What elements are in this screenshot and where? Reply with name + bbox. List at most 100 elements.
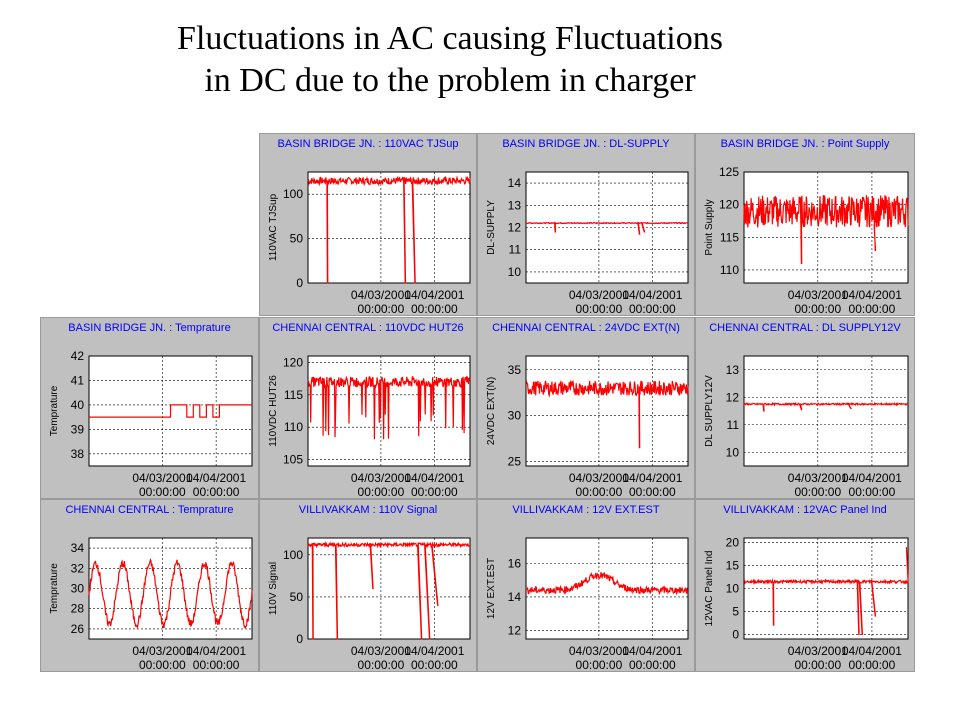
chart-svg: 26 28 30 32 34 04/03/200100:00:0004/04/200100… — [49, 537, 253, 672]
y-tick-label: 12 — [508, 221, 522, 235]
y-tick-label: 11 — [509, 243, 522, 257]
x-tick-label: 04/03/2001 — [788, 288, 848, 302]
x-tick-sublabel: 00:00:00 — [849, 658, 896, 672]
x-tick-sublabel: 00:00:00 — [411, 302, 458, 316]
y-tick-label: 38 — [71, 447, 85, 461]
y-tick-label: 115 — [284, 388, 303, 402]
chart-svg: 110 115 120 125 04/03/200100:00:0004/04/2001… — [704, 165, 909, 316]
chart-title: VILLIVAKKAM : 12V EXT.EST — [512, 504, 660, 516]
y-tick-label: 105 — [283, 453, 303, 467]
y-axis-label: DL-SUPPLY — [486, 200, 497, 255]
y-tick-label: 100 — [283, 548, 303, 562]
x-tick-label: 04/03/2001 — [569, 471, 629, 485]
x-tick-label: 04/04/2001 — [622, 288, 682, 302]
x-tick-label: 04/03/2001 — [351, 471, 411, 485]
y-tick-label: 120 — [283, 355, 303, 369]
x-tick-label: 04/04/2001 — [622, 644, 682, 658]
x-tick-sublabel: 00:00:00 — [576, 658, 623, 672]
chart-svg: 0 50 100 04/03/200100:00:0004/04/200100:00:… — [268, 171, 471, 316]
chart-title: CHENNAI CENTRAL : 24VDC EXT(N) — [492, 322, 680, 334]
x-tick-label: 04/03/2001 — [351, 644, 411, 658]
y-tick-label: 110 — [284, 420, 303, 434]
y-tick-label: 15 — [726, 559, 740, 573]
y-tick-label: 120 — [719, 198, 739, 212]
x-tick-sublabel: 00:00:00 — [139, 485, 186, 499]
y-axis-label: 12V EXT.EST — [486, 558, 497, 619]
x-tick-label: 04/04/2001 — [622, 471, 682, 485]
slide-title-line-1: Fluctuations in AC causing Fluctuations — [177, 20, 723, 57]
x-tick-sublabel: 00:00:00 — [629, 485, 676, 499]
series-line — [743, 401, 909, 412]
series-line — [88, 558, 253, 630]
plot-area — [743, 171, 909, 284]
x-tick-sublabel: 00:00:00 — [139, 658, 186, 672]
chart-svg: 0 50 100 04/03/200100:00:0004/04/200100:00:… — [268, 537, 471, 672]
x-tick-sublabel: 00:00:00 — [193, 485, 240, 499]
y-tick-label: 30 — [508, 409, 522, 423]
y-tick-label: 10 — [726, 445, 740, 459]
y-axis-label: 110V Signal — [268, 562, 279, 615]
plot-area — [307, 537, 471, 640]
x-tick-label: 04/04/2001 — [404, 644, 464, 658]
y-axis-label: DL SUPPLY12V — [704, 375, 715, 447]
chart-panel-p3: BASIN BRIDGE JN. : Point Supply 110 115 120… — [695, 133, 915, 316]
chart-panel-p11: VILLIVAKKAM : 12VAC Panel Ind 0 5 10 15 20 04/… — [695, 499, 915, 672]
y-tick-label: 0 — [296, 276, 303, 290]
y-tick-label: 115 — [720, 230, 739, 244]
chart-panel-p5: CHENNAI CENTRAL : 110VDC HUT26 105 110 115 1… — [259, 317, 477, 499]
x-tick-sublabel: 00:00:00 — [629, 658, 676, 672]
x-tick-sublabel: 00:00:00 — [794, 485, 841, 499]
x-tick-sublabel: 00:00:00 — [629, 302, 676, 316]
y-tick-label: 32 — [71, 561, 85, 575]
y-axis-label: Temprature — [49, 563, 60, 614]
x-tick-sublabel: 00:00:00 — [794, 302, 841, 316]
series-line — [307, 175, 471, 284]
chart-title: CHENNAI CENTRAL : 110VDC HUT26 — [272, 322, 464, 334]
x-tick-sublabel: 00:00:00 — [193, 658, 240, 672]
chart-title: BASIN BRIDGE JN. : Point Supply — [720, 138, 890, 150]
plot-area — [525, 355, 689, 467]
y-tick-label: 39 — [71, 422, 85, 436]
y-tick-label: 30 — [71, 582, 85, 596]
chart-panel-p6: CHENNAI CENTRAL : 24VDC EXT(N) 25 30 35 04/0… — [477, 317, 695, 499]
chart-svg: 105 110 115 120 04/03/200100:00:0004/04/2001… — [268, 355, 471, 498]
y-tick-label: 14 — [508, 590, 522, 604]
chart-title: CHENNAI CENTRAL : DL SUPPLY12V — [709, 322, 901, 334]
y-tick-label: 42 — [71, 349, 85, 363]
chart-panel-p10: VILLIVAKKAM : 12V EXT.EST 12 14 16 04/03/200… — [477, 499, 695, 672]
y-tick-label: 110 — [720, 263, 739, 277]
chart-title: BASIN BRIDGE JN. : Temprature — [68, 322, 231, 334]
chart-svg: 0 5 10 15 20 04/03/200100:00:0004/04/200100:0… — [704, 536, 909, 672]
chart-svg: 25 30 35 04/03/200100:00:0004/04/200100:00:… — [486, 355, 689, 499]
x-tick-label: 04/04/2001 — [842, 288, 902, 302]
series-line — [307, 541, 471, 640]
series-line — [525, 379, 689, 449]
slide-title-line-2: in DC due to the problem in charger — [204, 62, 696, 99]
series-line — [307, 375, 471, 440]
chart-title: VILLIVAKKAM : 12VAC Panel Ind — [723, 504, 887, 516]
series-line — [525, 571, 689, 596]
x-tick-label: 04/03/2001 — [351, 288, 411, 302]
chart-title: BASIN BRIDGE JN. : DL-SUPPLY — [502, 138, 670, 150]
x-tick-sublabel: 00:00:00 — [411, 658, 458, 672]
x-tick-label: 04/03/2001 — [569, 288, 629, 302]
chart-svg: 12 14 16 04/03/200100:00:0004/04/200100:00:… — [486, 537, 689, 672]
y-tick-label: 13 — [508, 198, 522, 212]
y-tick-label: 11 — [727, 418, 740, 432]
x-tick-label: 04/04/2001 — [186, 644, 246, 658]
x-tick-sublabel: 00:00:00 — [358, 658, 405, 672]
y-tick-label: 10 — [508, 265, 522, 279]
series-line — [743, 547, 909, 635]
x-tick-sublabel: 00:00:00 — [794, 658, 841, 672]
y-tick-label: 125 — [719, 165, 739, 179]
x-tick-sublabel: 00:00:00 — [358, 302, 405, 316]
chart-svg: 38 39 40 41 42 04/03/200100:00:0004/04/200100… — [49, 349, 253, 499]
y-tick-label: 16 — [508, 556, 522, 570]
y-tick-label: 50 — [290, 590, 304, 604]
chart-panel-p2: BASIN BRIDGE JN. : DL-SUPPLY 10 11 12 13 14 04… — [477, 133, 695, 316]
series-line — [743, 195, 909, 264]
chart-panel-p7: CHENNAI CENTRAL : DL SUPPLY12V 10 11 12 13 04… — [695, 317, 915, 499]
x-tick-label: 04/04/2001 — [186, 471, 246, 485]
slide-title: Fluctuations in AC causing Fluctuations … — [0, 18, 900, 102]
chart-panel-p9: VILLIVAKKAM : 110V Signal 0 50 100 04/03/200… — [259, 499, 477, 672]
